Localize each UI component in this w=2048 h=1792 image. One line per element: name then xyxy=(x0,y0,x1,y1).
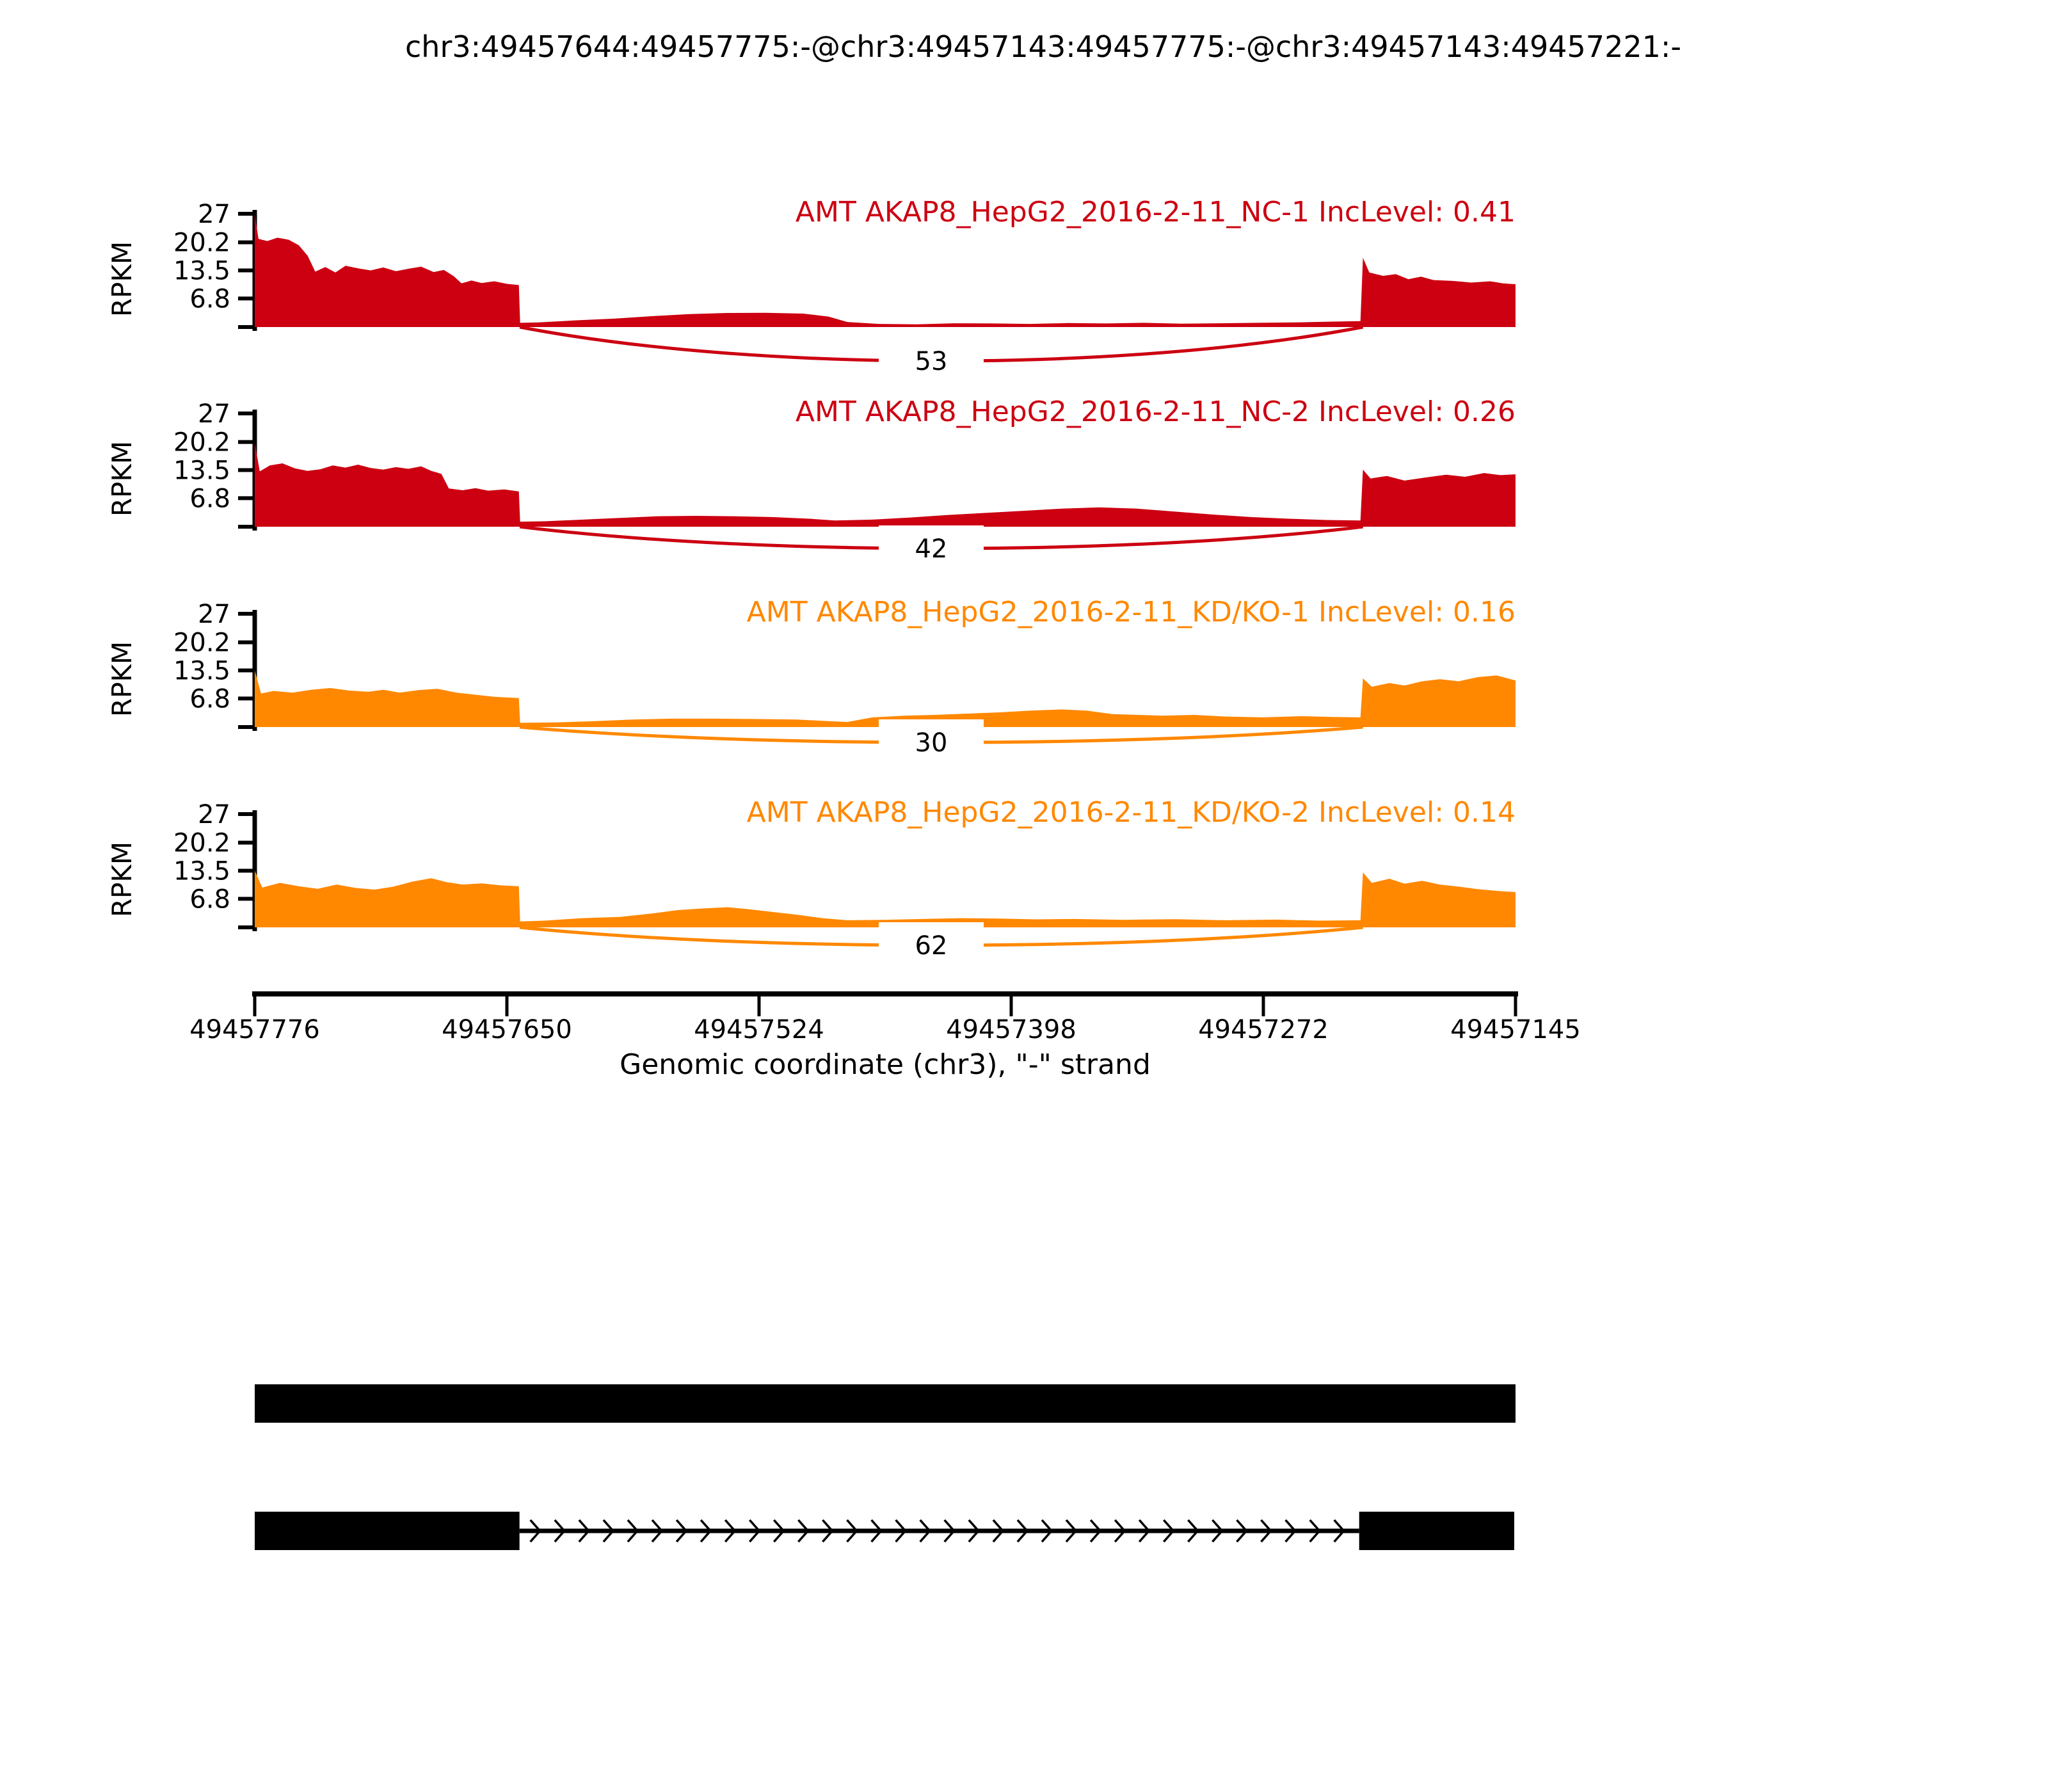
x-axis: 49457776 49457650 49457524 49457398 49457272… xyxy=(189,991,1581,1081)
y-tick-label: 27 xyxy=(198,800,230,829)
intron-arrow-icon xyxy=(895,1519,907,1543)
isoform-skipping xyxy=(255,1512,1514,1550)
track-label: AMT AKAP8_HepG2_2016-2-11_NC-2 IncLevel:… xyxy=(796,396,1516,428)
gene-models xyxy=(255,1384,1516,1550)
y-tick-label: 27 xyxy=(198,600,230,629)
intron-arrow-icon xyxy=(1065,1519,1078,1543)
junction-count-box xyxy=(879,922,984,968)
y-tick-label: 20.2 xyxy=(173,228,230,258)
junction-count: 42 xyxy=(915,534,948,564)
intron-arrow-icon xyxy=(968,1519,980,1543)
x-tick-label: 49457398 xyxy=(946,1015,1076,1044)
x-axis-title: Genomic coordinate (chr3), "-" strand xyxy=(620,1048,1151,1081)
intron-arrow-icon xyxy=(1284,1519,1297,1543)
intron-line xyxy=(519,1528,1359,1533)
track-label: AMT AKAP8_HepG2_2016-2-11_NC-1 IncLevel:… xyxy=(796,196,1516,228)
isoform-inclusion xyxy=(255,1384,1516,1423)
y-tick-label: 6.8 xyxy=(189,684,230,714)
intron-arrow-icon xyxy=(1162,1519,1175,1543)
intron-arrow-icon xyxy=(529,1519,542,1543)
y-tick-label: 6.8 xyxy=(189,284,230,314)
y-tick-label: 20.2 xyxy=(173,628,230,658)
x-tick-label: 49457776 xyxy=(189,1015,320,1044)
x-tick-label: 49457650 xyxy=(442,1015,572,1044)
track-KD-KO-1: 6.813.520.227 RPKM 30 AMT AKAP8_HepG2_2016-… xyxy=(106,596,1516,765)
exon-block xyxy=(1359,1512,1514,1550)
y-tick-label: 13.5 xyxy=(173,456,230,486)
intron-arrow-icon xyxy=(748,1519,761,1543)
coverage-area xyxy=(255,442,1516,527)
intron-arrow-icon xyxy=(943,1519,956,1543)
exon-block xyxy=(255,1512,520,1550)
intron-arrow-icon xyxy=(992,1519,1005,1543)
intron-arrow-icon xyxy=(602,1519,615,1543)
plot-title: chr3:49457644:49457775:-@chr3:49457143:4… xyxy=(405,29,1681,64)
intron-arrow-icon xyxy=(1333,1519,1346,1543)
x-tick-label: 49457145 xyxy=(1450,1015,1581,1044)
intron-arrow-icon xyxy=(651,1519,664,1543)
intron-arrow-icon xyxy=(1187,1519,1199,1543)
exon-block xyxy=(255,1384,1516,1423)
y-axis-label: RPKM xyxy=(106,241,138,317)
coverage-area xyxy=(255,670,1516,727)
junction-count-box xyxy=(879,525,984,572)
intron-arrow-icon xyxy=(1236,1519,1248,1543)
intron-arrow-icon xyxy=(919,1519,932,1543)
intron-arrow-icon xyxy=(578,1519,591,1543)
y-tick-label: 6.8 xyxy=(189,484,230,513)
coverage-area xyxy=(255,870,1516,927)
junction-count-box xyxy=(879,338,984,384)
x-tick-label: 49457272 xyxy=(1198,1015,1329,1044)
intron-arrow-icon xyxy=(700,1519,712,1543)
junction-count: 30 xyxy=(915,728,948,758)
intron-arrow-icon xyxy=(846,1519,858,1543)
track-KD-KO-2: 6.813.520.227 RPKM 62 AMT AKAP8_HepG2_2016-… xyxy=(106,796,1516,968)
track-NC-1: 6.813.520.227 RPKM 53 AMT AKAP8_HepG2_2016-… xyxy=(106,196,1516,384)
x-tick-label: 49457524 xyxy=(694,1015,824,1044)
y-tick-label: 13.5 xyxy=(173,857,230,886)
intron-arrow-icon xyxy=(627,1519,639,1543)
intron-arrow-icon xyxy=(1260,1519,1272,1543)
intron-arrow-icon xyxy=(772,1519,785,1543)
y-axis-label: RPKM xyxy=(106,842,138,917)
y-tick-label: 13.5 xyxy=(173,657,230,686)
x-axis-line xyxy=(252,991,1518,996)
y-tick-label: 13.5 xyxy=(173,257,230,286)
y-tick-label: 20.2 xyxy=(173,829,230,858)
coverage-area xyxy=(255,214,1516,327)
intron-arrow-icon xyxy=(1089,1519,1102,1543)
intron-arrow-icon xyxy=(1114,1519,1126,1543)
track-label: AMT AKAP8_HepG2_2016-2-11_KD/KO-1 IncLev… xyxy=(747,596,1516,628)
y-tick-label: 6.8 xyxy=(189,884,230,914)
y-tick-label: 20.2 xyxy=(173,428,230,458)
intron-arrow-icon xyxy=(1041,1519,1053,1543)
intron-arrow-icon xyxy=(1212,1519,1224,1543)
intron-arrow-icon xyxy=(797,1519,810,1543)
track-label: AMT AKAP8_HepG2_2016-2-11_KD/KO-2 IncLev… xyxy=(747,796,1516,829)
y-tick-label: 27 xyxy=(198,200,230,229)
intron-arrow-icon xyxy=(675,1519,688,1543)
junction-count: 62 xyxy=(915,931,948,961)
intron-arrow-icon xyxy=(724,1519,737,1543)
y-tick-label: 27 xyxy=(198,399,230,429)
junction-count: 53 xyxy=(915,347,948,376)
intron-arrow-icon xyxy=(554,1519,566,1543)
intron-arrow-icon xyxy=(822,1519,834,1543)
intron-arrow-icon xyxy=(1016,1519,1029,1543)
intron-arrow-icon xyxy=(870,1519,883,1543)
intron-arrow-icon xyxy=(1138,1519,1151,1543)
junction-count-box xyxy=(879,719,984,765)
intron-arrow-icon xyxy=(1309,1519,1322,1543)
y-axis-label: RPKM xyxy=(106,441,138,516)
track-NC-2: 6.813.520.227 RPKM 42 AMT AKAP8_HepG2_2016-… xyxy=(106,396,1516,572)
y-axis-label: RPKM xyxy=(106,641,138,717)
